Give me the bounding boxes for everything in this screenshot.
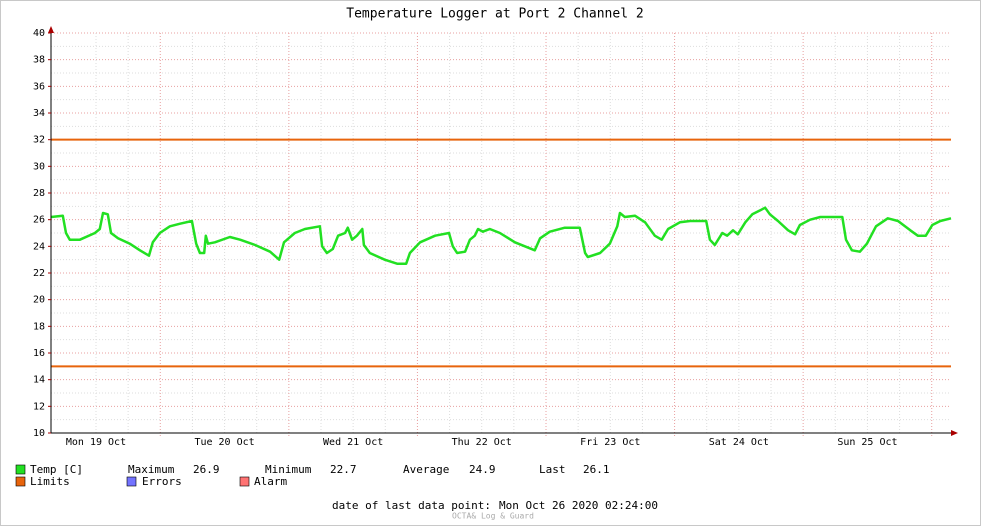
y-tick-label: 32 [33, 135, 45, 146]
x-tick-label: Mon 19 Oct [66, 437, 126, 448]
x-tick-label: Wed 21 Oct [323, 437, 383, 448]
y-tick-label: 24 [33, 241, 45, 252]
stat-label: Maximum [128, 463, 175, 476]
y-arrow [48, 26, 54, 33]
legend-swatch [15, 464, 26, 475]
chart-title: Temperature Logger at Port 2 Channel 2 [346, 7, 643, 22]
footer-value: Mon Oct 26 2020 02:24:00 [499, 499, 658, 512]
y-tick-label: 40 [33, 28, 45, 39]
footer-label: date of last data point: [332, 499, 491, 512]
data-line [50, 206, 952, 265]
legend-label: Alarm [254, 475, 287, 488]
y-tick-label: 38 [33, 55, 45, 66]
y-tick-label: 10 [33, 428, 45, 439]
stat-value: 26.9 [193, 463, 220, 476]
x-tick-label: Tue 20 Oct [194, 437, 254, 448]
stat-value: 26.1 [583, 463, 610, 476]
watermark: OCTA& Log & Guard [452, 512, 534, 521]
y-tick-label: 18 [33, 321, 45, 332]
y-tick-label: 22 [33, 268, 45, 279]
legend-label: Temp [C] [30, 463, 83, 476]
y-tick-label: 14 [33, 375, 45, 386]
marks [50, 138, 952, 368]
y-tick-label: 28 [33, 188, 45, 199]
legend-swatch [239, 476, 250, 487]
y-tick-label: 26 [33, 215, 45, 226]
stat-value: 24.9 [469, 463, 496, 476]
y-tick-label: 30 [33, 161, 45, 172]
stat-label: Average [403, 463, 449, 476]
x-tick-label: Fri 23 Oct [580, 437, 640, 448]
x-tick-label: Sun 25 Oct [837, 437, 897, 448]
legend-label: Errors [142, 475, 182, 488]
stat-label: Last [539, 463, 566, 476]
legend-swatch [15, 476, 26, 487]
x-tick-label: Sat 24 Oct [709, 437, 769, 448]
y-tick-label: 12 [33, 401, 45, 412]
stat-label: Minimum [265, 463, 312, 476]
legend-label: Limits [30, 475, 70, 488]
x-arrow [951, 430, 958, 436]
y-tick-label: 20 [33, 295, 45, 306]
y-tick-label: 36 [33, 81, 45, 92]
x-tick-label: Thu 22 Oct [452, 437, 512, 448]
y-tick-label: 34 [33, 108, 45, 119]
y-tick-label: 16 [33, 348, 45, 359]
legend-swatch [126, 476, 137, 487]
stat-value: 22.7 [330, 463, 357, 476]
